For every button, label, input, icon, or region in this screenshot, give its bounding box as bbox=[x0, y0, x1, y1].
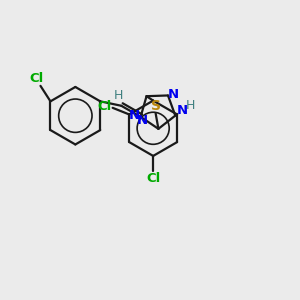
Text: Cl: Cl bbox=[146, 172, 160, 185]
Text: N: N bbox=[168, 88, 179, 101]
Text: H: H bbox=[114, 89, 123, 102]
Text: Cl: Cl bbox=[98, 100, 112, 113]
Text: Cl: Cl bbox=[29, 72, 43, 85]
Text: N: N bbox=[176, 103, 188, 117]
Text: N: N bbox=[137, 114, 148, 127]
Text: S: S bbox=[151, 99, 161, 113]
Text: H: H bbox=[186, 99, 196, 112]
Text: N: N bbox=[128, 109, 140, 122]
